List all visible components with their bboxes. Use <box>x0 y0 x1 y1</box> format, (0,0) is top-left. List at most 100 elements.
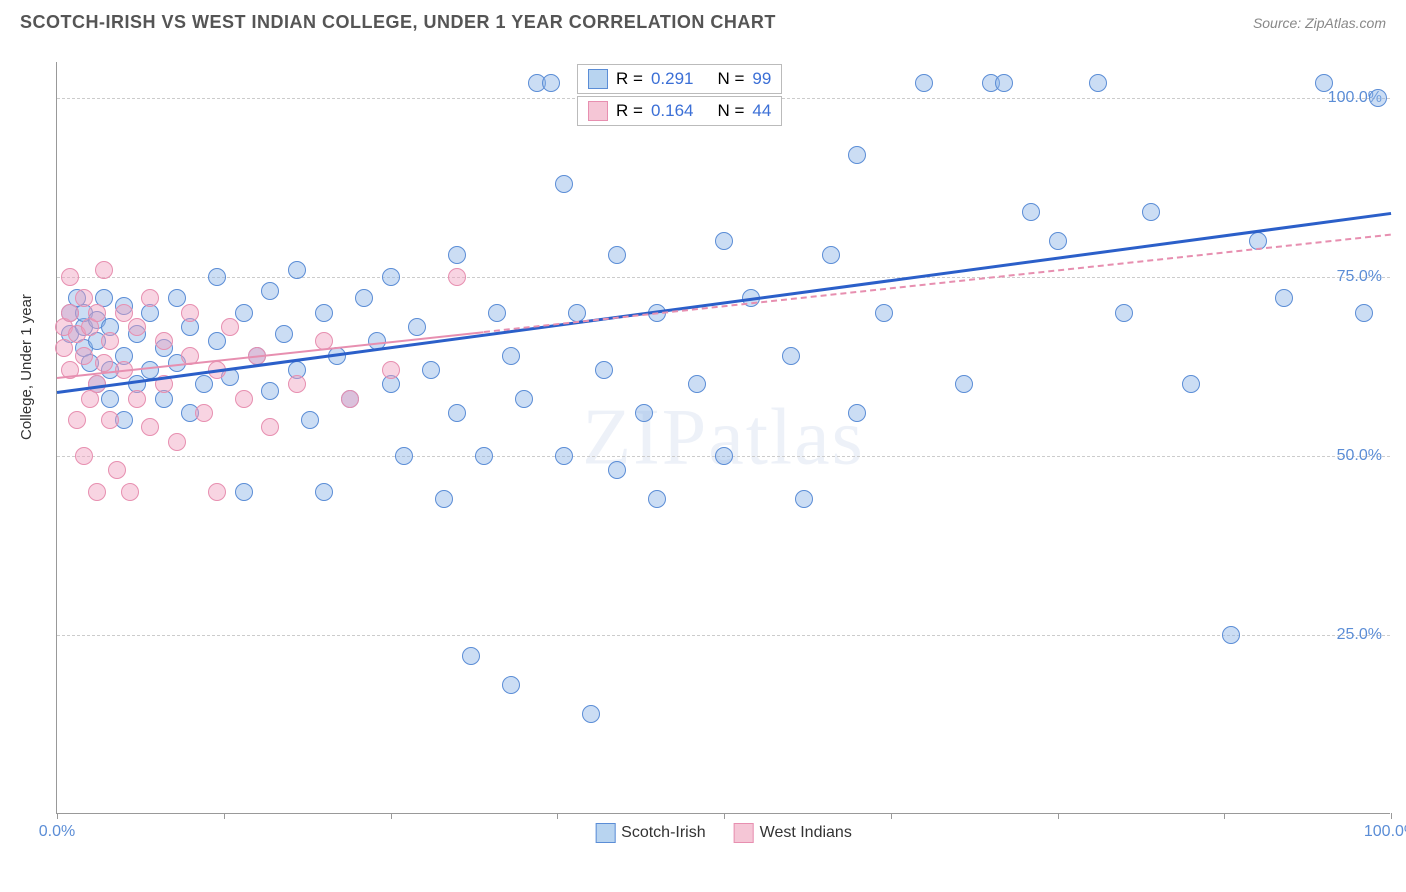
data-point <box>128 390 146 408</box>
r-label: R = <box>616 69 643 89</box>
x-tick-mark <box>1058 813 1059 819</box>
data-point <box>288 261 306 279</box>
x-tick-label: 100.0% <box>1364 823 1406 841</box>
data-point <box>301 411 319 429</box>
data-point <box>208 268 226 286</box>
data-point <box>275 325 293 343</box>
data-point <box>648 490 666 508</box>
y-tick-label: 50.0% <box>1337 447 1382 465</box>
data-point <box>1275 289 1293 307</box>
r-label: R = <box>616 101 643 121</box>
chart-header: SCOTCH-IRISH VS WEST INDIAN COLLEGE, UND… <box>0 0 1406 41</box>
data-point <box>195 375 213 393</box>
data-point <box>155 332 173 350</box>
n-value: 99 <box>752 69 771 89</box>
gridline <box>57 277 1390 278</box>
data-point <box>68 411 86 429</box>
data-point <box>75 289 93 307</box>
data-point <box>168 289 186 307</box>
data-point <box>235 483 253 501</box>
data-point <box>515 390 533 408</box>
data-point <box>95 354 113 372</box>
n-label: N = <box>717 69 744 89</box>
legend-swatch <box>588 69 608 89</box>
data-point <box>1355 304 1373 322</box>
data-point <box>235 390 253 408</box>
data-point <box>1182 375 1200 393</box>
data-point <box>408 318 426 336</box>
y-tick-label: 25.0% <box>1337 626 1382 644</box>
n-value: 44 <box>752 101 771 121</box>
data-point <box>715 232 733 250</box>
legend-item: Scotch-Irish <box>595 823 705 843</box>
data-point <box>141 361 159 379</box>
data-point <box>208 483 226 501</box>
x-tick-mark <box>391 813 392 819</box>
data-point <box>448 246 466 264</box>
gridline <box>57 635 1390 636</box>
data-point <box>422 361 440 379</box>
data-point <box>595 361 613 379</box>
legend-label: West Indians <box>760 824 852 842</box>
legend-swatch <box>588 101 608 121</box>
data-point <box>141 418 159 436</box>
data-point <box>315 483 333 501</box>
data-point <box>502 347 520 365</box>
data-point <box>288 375 306 393</box>
legend-swatch <box>734 823 754 843</box>
data-point <box>608 246 626 264</box>
data-point <box>568 304 586 322</box>
data-point <box>488 304 506 322</box>
data-point <box>688 375 706 393</box>
data-point <box>261 282 279 300</box>
x-tick-mark <box>557 813 558 819</box>
data-point <box>875 304 893 322</box>
data-point <box>341 390 359 408</box>
n-label: N = <box>717 101 744 121</box>
data-point <box>61 304 79 322</box>
data-point <box>448 404 466 422</box>
data-point <box>75 347 93 365</box>
x-tick-mark <box>1391 813 1392 819</box>
data-point <box>141 289 159 307</box>
data-point <box>95 261 113 279</box>
chart-title: SCOTCH-IRISH VS WEST INDIAN COLLEGE, UND… <box>20 12 776 33</box>
data-point <box>108 461 126 479</box>
data-point <box>1222 626 1240 644</box>
r-value: 0.291 <box>651 69 694 89</box>
data-point <box>355 289 373 307</box>
data-point <box>208 332 226 350</box>
data-point <box>435 490 453 508</box>
x-tick-mark <box>724 813 725 819</box>
data-point <box>555 447 573 465</box>
data-point <box>608 461 626 479</box>
data-point <box>61 268 79 286</box>
x-tick-mark <box>1224 813 1225 819</box>
data-point <box>221 318 239 336</box>
data-point <box>195 404 213 422</box>
data-point <box>382 361 400 379</box>
data-point <box>1369 89 1387 107</box>
data-point <box>542 74 560 92</box>
data-point <box>795 490 813 508</box>
y-axis-title: College, Under 1 year <box>18 294 35 440</box>
data-point <box>55 339 73 357</box>
x-tick-label: 0.0% <box>39 823 75 841</box>
data-point <box>121 483 139 501</box>
r-value: 0.164 <box>651 101 694 121</box>
x-tick-mark <box>891 813 892 819</box>
data-point <box>715 447 733 465</box>
data-point <box>261 418 279 436</box>
data-point <box>915 74 933 92</box>
data-point <box>115 304 133 322</box>
data-point <box>582 705 600 723</box>
data-point <box>782 347 800 365</box>
data-point <box>995 74 1013 92</box>
data-point <box>1315 74 1333 92</box>
data-point <box>1115 304 1133 322</box>
data-point <box>168 433 186 451</box>
correlation-legend-row: R = 0.164 N = 44 <box>577 96 782 126</box>
data-point <box>462 647 480 665</box>
data-point <box>88 483 106 501</box>
x-tick-mark <box>224 813 225 819</box>
